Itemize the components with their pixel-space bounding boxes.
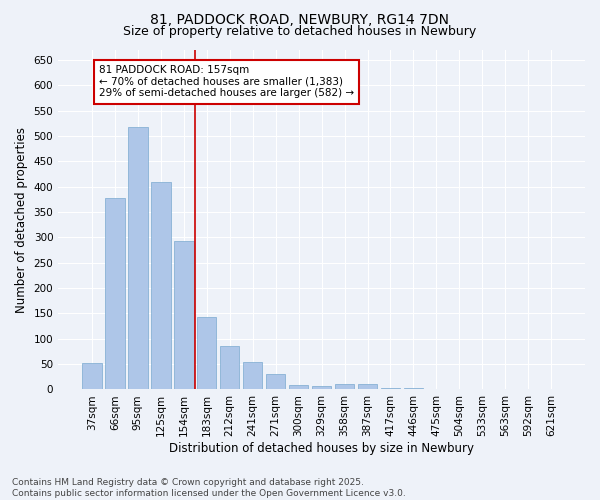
- Bar: [335, 384, 355, 390]
- Bar: [151, 182, 170, 390]
- Text: 81, PADDOCK ROAD, NEWBURY, RG14 7DN: 81, PADDOCK ROAD, NEWBURY, RG14 7DN: [151, 12, 449, 26]
- Bar: [496, 389, 515, 390]
- Y-axis label: Number of detached properties: Number of detached properties: [15, 126, 28, 312]
- Bar: [174, 241, 194, 390]
- Bar: [312, 386, 331, 390]
- Bar: [220, 346, 239, 390]
- Text: Size of property relative to detached houses in Newbury: Size of property relative to detached ho…: [124, 25, 476, 38]
- Bar: [105, 198, 125, 390]
- Bar: [82, 363, 101, 390]
- X-axis label: Distribution of detached houses by size in Newbury: Distribution of detached houses by size …: [169, 442, 474, 455]
- Bar: [381, 388, 400, 390]
- Bar: [289, 386, 308, 390]
- Text: Contains HM Land Registry data © Crown copyright and database right 2025.
Contai: Contains HM Land Registry data © Crown c…: [12, 478, 406, 498]
- Bar: [243, 362, 262, 390]
- Bar: [128, 126, 148, 390]
- Bar: [542, 389, 561, 390]
- Text: 81 PADDOCK ROAD: 157sqm
← 70% of detached houses are smaller (1,383)
29% of semi: 81 PADDOCK ROAD: 157sqm ← 70% of detache…: [99, 65, 354, 98]
- Bar: [358, 384, 377, 390]
- Bar: [197, 317, 217, 390]
- Bar: [427, 389, 446, 390]
- Bar: [404, 388, 423, 390]
- Bar: [266, 374, 286, 390]
